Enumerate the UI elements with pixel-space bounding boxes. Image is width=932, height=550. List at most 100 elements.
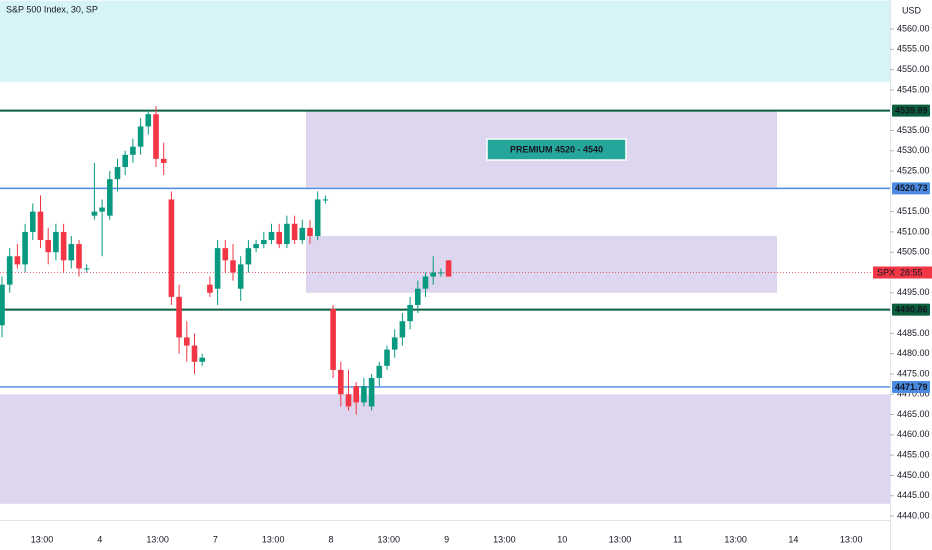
time-label: 13:00 [840,534,863,544]
candle-body [353,386,359,403]
candle-body [399,321,406,338]
candle-body [237,264,244,289]
price-tick-label: 4545.00 [897,84,930,94]
candle-body [268,231,275,241]
candle-body [407,304,413,322]
candle-body [83,268,90,270]
candle-body [338,369,344,395]
candle-body [222,248,229,261]
candle-body [145,114,152,127]
level-tag [892,303,930,316]
candle-body [6,256,13,285]
price-tick-label: 4440.00 [897,510,930,520]
candle-body [184,337,190,346]
candle-body [30,211,36,232]
candle-body [191,345,198,362]
candle-body [214,248,221,289]
price-tick-label: 4455.00 [897,450,930,460]
level-tag-label: 4471.79 [895,382,928,392]
level-tag [892,380,930,393]
candle-body [299,227,306,241]
zone [0,0,890,82]
time-label: 13:00 [146,534,169,544]
candle-body [22,231,28,265]
price-tick-label: 4460.00 [897,429,930,439]
currency-label: USD [902,5,922,15]
chart-title: S&P 500 Index, 30, SP [6,4,98,14]
candle-body [160,158,167,163]
level-tag [892,182,930,195]
price-tick-label: 4495.00 [897,287,930,297]
candle-body [176,296,182,338]
time-label: 11 [673,534,682,544]
level-tag-label: 4490.86 [895,304,928,314]
candle-body [438,272,444,274]
candle-body [330,309,336,370]
zone [0,394,890,504]
candle-body [107,179,113,216]
price-tick-label: 4535.00 [897,125,930,135]
price-tick-label: 4525.00 [897,165,930,175]
price-tick-label: 4510.00 [897,226,930,236]
candle-body [391,337,398,350]
price-tick-label: 4555.00 [897,44,930,54]
candle-body [153,114,159,159]
candle-body [368,378,375,407]
candle-body [137,126,144,147]
candle-body [230,260,236,273]
time-label: 13:00 [378,534,401,544]
candle-body [68,244,75,261]
price-tick-label: 4515.00 [897,206,930,216]
candle-body [168,199,175,297]
candle-body [314,199,321,236]
candle-body [430,272,436,277]
price-tag-symbol: SPX [877,267,895,277]
price-tick-label: 4475.00 [897,368,930,378]
candle-body [253,244,259,249]
level-tag-label: 4520.73 [895,183,928,193]
candle-body [99,207,105,212]
price-tick-label: 4550.00 [897,64,930,74]
time-label: 13:00 [724,534,747,544]
price-tag [873,266,932,279]
price-tick-label: 4560.00 [897,23,930,33]
zone [306,235,777,293]
candle-body [114,166,121,180]
annotation-text: PREMIUM 4520 - 4540 [510,144,603,154]
price-tick-label: 4465.00 [897,409,930,419]
time-label: 10 [557,534,567,544]
candle-body [91,211,98,216]
level-tag-label: 4539.89 [895,105,928,115]
time-label: 4 [97,534,102,544]
candle-body [130,146,136,155]
candle-body [376,365,383,379]
candle-body [445,260,452,277]
candle-body [60,231,67,261]
price-tick-label: 4450.00 [897,470,930,480]
candle-body [345,394,352,407]
time-label: 9 [444,534,449,544]
price-tick-label: 4445.00 [897,490,930,500]
time-label: 7 [213,534,218,544]
candle-body [14,256,21,265]
candle-body [261,240,267,245]
price-tag-countdown: 28:55 [900,267,923,277]
price-tick-label: 4480.00 [897,348,930,358]
time-label: 13:00 [262,534,285,544]
candle-body [37,211,44,241]
candle-body [199,357,205,362]
candle-body [307,227,313,236]
candle-body [207,284,213,293]
candle-body [422,276,429,289]
candle-body [276,231,282,245]
candle-body [53,231,59,253]
time-label: 8 [328,534,333,544]
level-tag [892,104,930,117]
candle-body [361,386,367,403]
candle-body [384,349,390,366]
candle-body [245,248,252,265]
price-tick-label: 4530.00 [897,145,930,155]
annotation-box [486,138,627,161]
candle-body [322,199,329,201]
